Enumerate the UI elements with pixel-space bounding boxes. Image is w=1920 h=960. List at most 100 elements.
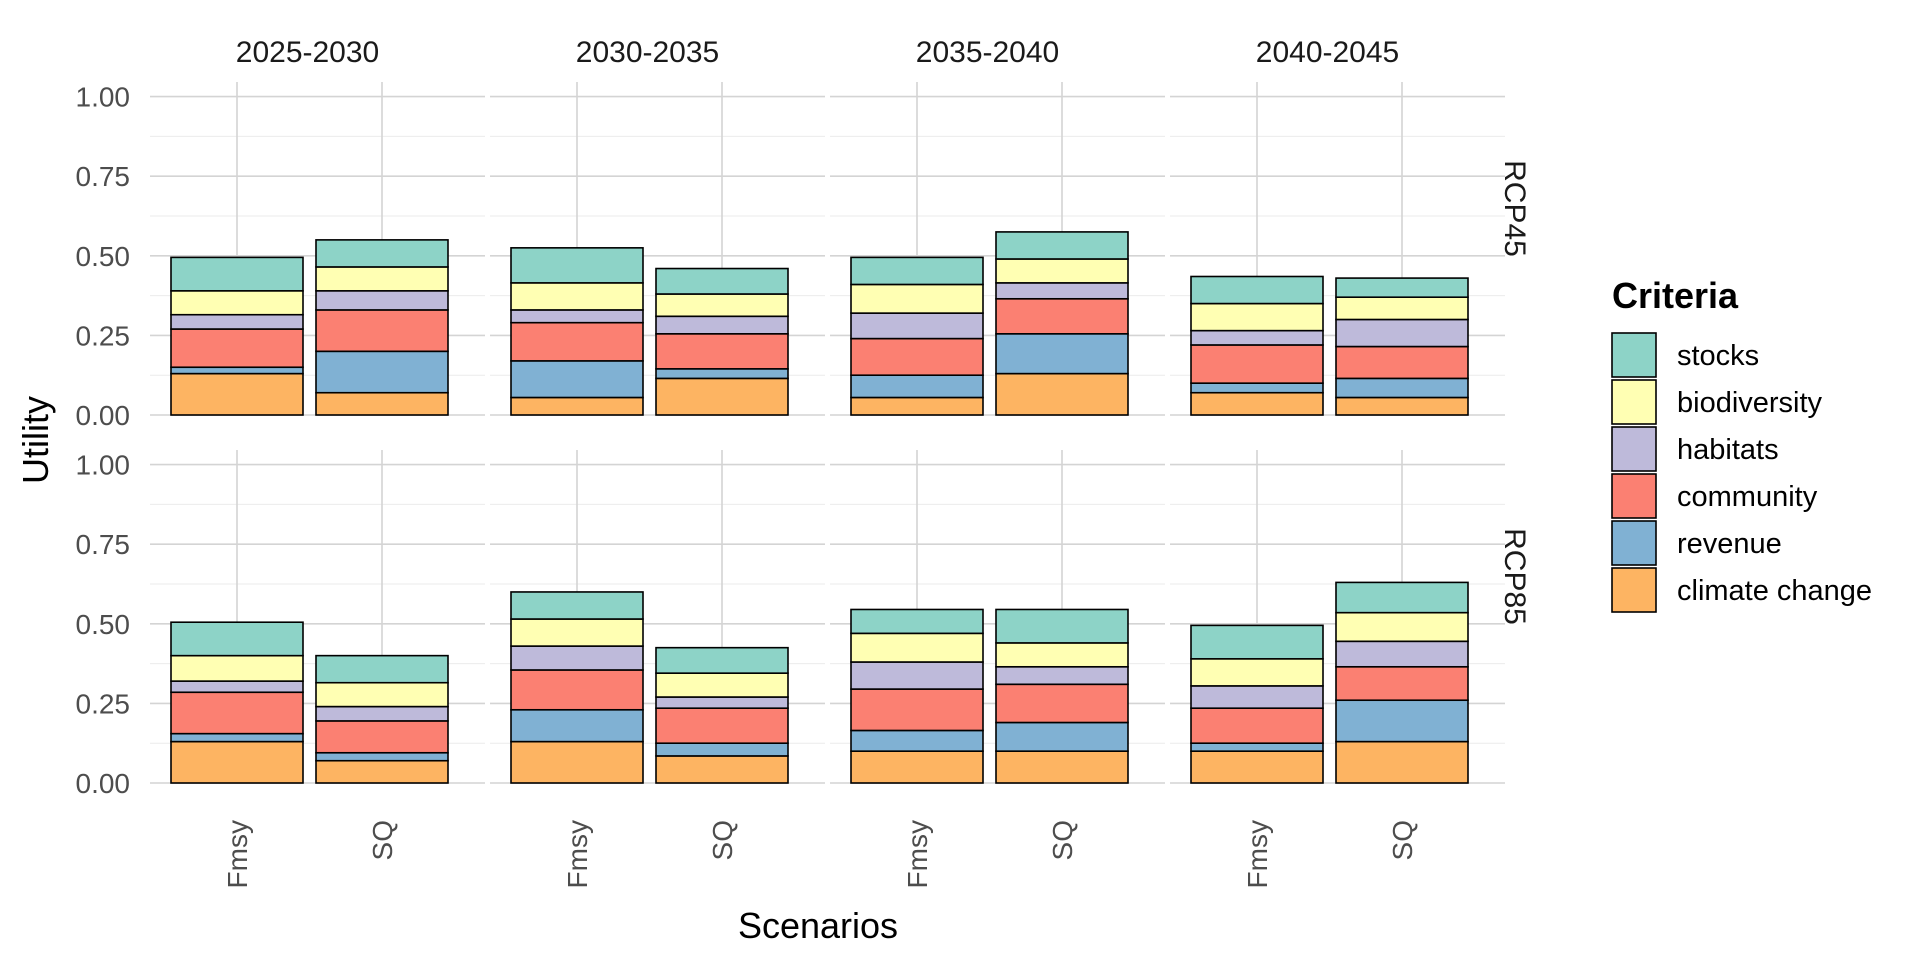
y-axis-title: Utility — [15, 396, 56, 484]
bar-segment-community-rcp45-2040-2045-fmsy — [1190, 344, 1324, 384]
x-tick-label-fmsy: Fmsy — [902, 820, 933, 888]
bar-segment-biodiversity-rcp45-2040-2045-sq — [1335, 296, 1469, 321]
x-tick-label-sq: SQ — [707, 820, 738, 860]
bar-segment-climate-change-rcp85-2025-2030-sq — [315, 759, 449, 784]
bar-segment-stocks-rcp85-2030-2035-fmsy — [510, 591, 644, 620]
bar-segment-climate-change-rcp45-2030-2035-fmsy — [510, 396, 644, 416]
bar-segment-stocks-rcp45-2035-2040-sq — [995, 231, 1129, 260]
legend-key-habitats — [1611, 426, 1657, 472]
bar-segment-habitats-rcp85-2025-2030-fmsy — [170, 680, 304, 694]
bar-segment-habitats-rcp45-2025-2030-fmsy — [170, 313, 304, 330]
bar-segment-biodiversity-rcp45-2025-2030-sq — [315, 266, 449, 292]
y-tick-label: 0.75 — [76, 529, 131, 560]
facet-row-label-rcp85: RCP85 — [1498, 528, 1531, 625]
bar-segment-habitats-rcp45-2035-2040-sq — [995, 282, 1129, 300]
bar-segment-revenue-rcp45-2025-2030-fmsy — [170, 366, 304, 375]
bar-segment-stocks-rcp45-2030-2035-fmsy — [510, 247, 644, 284]
y-tick-label: 0.75 — [76, 161, 131, 192]
facet-column-label-2040-2045: 2040-2045 — [1256, 36, 1399, 69]
bar-segment-habitats-rcp85-2040-2045-sq — [1335, 640, 1469, 668]
bar-segment-community-rcp45-2030-2035-fmsy — [510, 321, 644, 362]
y-tick-label: 0.50 — [76, 609, 131, 640]
bar-segment-climate-change-rcp45-2025-2030-sq — [315, 391, 449, 416]
bar-segment-stocks-rcp45-2040-2045-sq — [1335, 277, 1469, 298]
bar-segment-habitats-rcp85-2025-2030-sq — [315, 705, 449, 722]
bar-segment-climate-change-rcp45-2035-2040-sq — [995, 372, 1129, 416]
legend-label-revenue: revenue — [1677, 528, 1782, 560]
bar-segment-community-rcp85-2030-2035-fmsy — [510, 669, 644, 711]
legend-label-biodiversity: biodiversity — [1677, 387, 1823, 419]
bar-segment-stocks-rcp45-2025-2030-sq — [315, 239, 449, 268]
bar-segment-habitats-rcp85-2035-2040-fmsy — [850, 661, 984, 690]
x-tick-label-fmsy: Fmsy — [1242, 820, 1273, 888]
x-tick-label-sq: SQ — [1047, 820, 1078, 860]
y-tick-label: 0.25 — [76, 688, 131, 719]
x-tick-label-sq: SQ — [367, 820, 398, 860]
bar-segment-revenue-rcp45-2035-2040-fmsy — [850, 374, 984, 399]
bar-segment-stocks-rcp85-2040-2045-sq — [1335, 581, 1469, 614]
bar-segment-biodiversity-rcp45-2030-2035-sq — [655, 293, 789, 318]
legend-label-stocks: stocks — [1677, 340, 1759, 372]
bar-segment-revenue-rcp45-2040-2045-sq — [1335, 377, 1469, 399]
facet-column-label-2030-2035: 2030-2035 — [576, 36, 719, 69]
bar-segment-stocks-rcp85-2035-2040-sq — [995, 608, 1129, 644]
bar-segment-habitats-rcp85-2040-2045-fmsy — [1190, 685, 1324, 709]
legend-label-habitats: habitats — [1677, 434, 1779, 466]
bar-segment-revenue-rcp45-2035-2040-sq — [995, 333, 1129, 375]
y-tick-label: 0.00 — [76, 400, 131, 431]
y-tick-label: 0.25 — [76, 320, 131, 351]
bar-segment-revenue-rcp85-2025-2030-sq — [315, 751, 449, 762]
bar-segment-stocks-rcp85-2035-2040-fmsy — [850, 608, 984, 635]
bar-segment-habitats-rcp85-2030-2035-sq — [655, 696, 789, 709]
bar-segment-climate-change-rcp85-2040-2045-fmsy — [1190, 750, 1324, 784]
x-axis-title: Scenarios — [738, 905, 898, 946]
legend-key-community — [1611, 473, 1657, 519]
bar-segment-climate-change-rcp85-2030-2035-sq — [655, 755, 789, 784]
facet-column-label-2025-2030: 2025-2030 — [236, 36, 379, 69]
bar-segment-revenue-rcp85-2030-2035-sq — [655, 742, 789, 757]
bar-segment-stocks-rcp45-2040-2045-fmsy — [1190, 275, 1324, 305]
bar-segment-community-rcp85-2040-2045-sq — [1335, 665, 1469, 702]
bar-segment-biodiversity-rcp45-2025-2030-fmsy — [170, 290, 304, 316]
bar-segment-community-rcp45-2035-2040-sq — [995, 297, 1129, 335]
legend-key-revenue — [1611, 520, 1657, 566]
bar-segment-biodiversity-rcp45-2035-2040-sq — [995, 258, 1129, 284]
bar-segment-community-rcp85-2030-2035-sq — [655, 707, 789, 745]
bar-segment-revenue-rcp85-2040-2045-sq — [1335, 699, 1469, 743]
bars-layer — [170, 231, 1469, 784]
bar-segment-climate-change-rcp85-2030-2035-fmsy — [510, 740, 644, 784]
bar-segment-revenue-rcp45-2030-2035-fmsy — [510, 360, 644, 399]
bar-segment-biodiversity-rcp85-2040-2045-sq — [1335, 611, 1469, 643]
bar-segment-habitats-rcp45-2030-2035-fmsy — [510, 309, 644, 324]
bar-segment-revenue-rcp85-2035-2040-sq — [995, 721, 1129, 752]
bar-segment-stocks-rcp45-2025-2030-fmsy — [170, 256, 304, 292]
legend-key-stocks — [1611, 332, 1657, 378]
bar-segment-community-rcp85-2035-2040-fmsy — [850, 688, 984, 732]
bar-segment-habitats-rcp45-2035-2040-fmsy — [850, 312, 984, 340]
bar-segment-community-rcp85-2025-2030-fmsy — [170, 691, 304, 735]
bar-segment-revenue-rcp45-2030-2035-sq — [655, 368, 789, 380]
bar-segment-climate-change-rcp45-2040-2045-fmsy — [1190, 391, 1324, 416]
bar-segment-biodiversity-rcp85-2030-2035-fmsy — [510, 618, 644, 647]
y-tick-label: 0.50 — [76, 241, 131, 272]
y-tick-label: 0.00 — [76, 768, 131, 799]
bar-segment-biodiversity-rcp85-2025-2030-sq — [315, 681, 449, 708]
bar-segment-biodiversity-rcp85-2040-2045-fmsy — [1190, 658, 1324, 687]
x-tick-label-fmsy: Fmsy — [222, 820, 253, 888]
bar-segment-climate-change-rcp45-2030-2035-sq — [655, 377, 789, 416]
bar-segment-biodiversity-rcp85-2025-2030-fmsy — [170, 654, 304, 682]
bar-segment-habitats-rcp85-2030-2035-fmsy — [510, 645, 644, 671]
bar-segment-climate-change-rcp85-2025-2030-fmsy — [170, 740, 304, 784]
bar-segment-stocks-rcp85-2040-2045-fmsy — [1190, 624, 1324, 660]
facet-column-label-2035-2040: 2035-2040 — [916, 36, 1059, 69]
bar-segment-climate-change-rcp45-2035-2040-fmsy — [850, 396, 984, 416]
y-tick-label: 1.00 — [76, 450, 131, 481]
bar-segment-climate-change-rcp85-2035-2040-fmsy — [850, 750, 984, 784]
bar-segment-community-rcp85-2040-2045-fmsy — [1190, 707, 1324, 745]
bar-segment-habitats-rcp45-2030-2035-sq — [655, 315, 789, 335]
bar-segment-stocks-rcp85-2030-2035-sq — [655, 646, 789, 674]
legend-title: Criteria — [1612, 275, 1739, 316]
legend-label-climate-change: climate change — [1677, 575, 1872, 607]
bar-segment-community-rcp45-2025-2030-sq — [315, 309, 449, 353]
